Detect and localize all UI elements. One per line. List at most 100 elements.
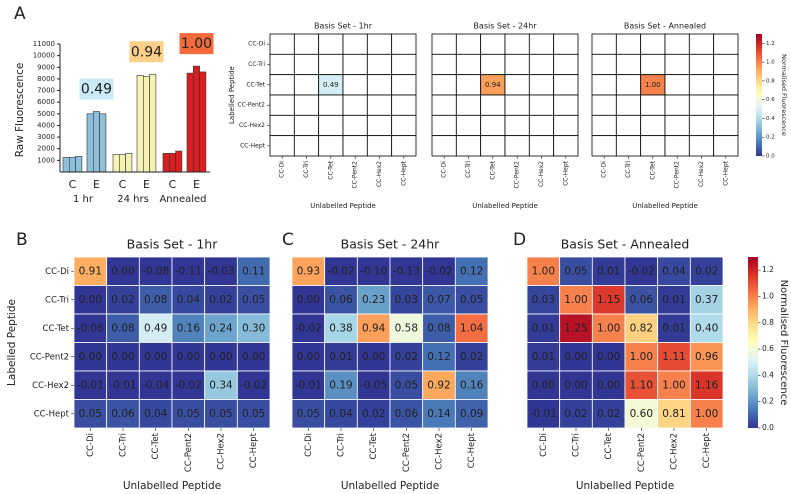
cell-label: 0.05 [460,294,483,306]
cell-label: 0.00 [532,379,555,391]
x-tick-label: CC-Hex2 [538,161,545,187]
x-tick-label: CC-Hept [722,160,729,186]
heatmap-cell [713,74,739,96]
heatmap-cell [591,94,617,116]
heatmap-cell [342,74,368,96]
heatmap-cell [455,94,482,116]
y-tick-label: 3000 [37,133,55,141]
colorbar-title: Normalised Fluorescence [778,280,789,406]
x-tick-label: CC-Tri [465,161,472,178]
heatmap-cell [293,53,320,76]
heatmap-cell [106,370,140,400]
x-tick-label: CC-Hex2 [376,161,383,187]
cell-label: 0.01 [597,265,620,277]
heatmap-cell [591,285,626,315]
heatmap-cell [713,135,739,157]
bar [99,113,107,173]
bar [62,157,70,173]
heatmap-cell [293,33,320,55]
bar [149,73,157,173]
heatmap-cell [664,74,690,96]
heatmap-cell [615,53,642,76]
x-tick-label: CC-Tri [119,433,129,457]
heatmap-cell [318,114,344,137]
cell-label: 0.01 [329,351,352,363]
cell-label: 1.00 [662,379,685,391]
cell-label: 0.06 [395,408,419,420]
heatmap-cell [236,370,271,400]
cell-label: -0.11 [175,265,202,277]
heatmap-cell [640,94,666,116]
heatmap-cell [269,53,295,76]
heatmap-cell [454,256,489,286]
y-tick-label: CC-Pent2 [237,102,265,109]
bar [136,75,144,173]
cell-label: 1.10 [630,379,653,391]
heatmap-cell [455,53,482,76]
heatmap-cell [615,94,642,116]
x-tick-label: CC-Tri [572,433,582,457]
heatmap-cell [528,53,555,76]
heatmap-cell [73,256,108,286]
cell-label: 0.00 [597,379,620,391]
cell-label: 0.30 [242,322,265,334]
cell-label: 0.08 [144,294,167,306]
panel-letter: D [513,230,526,250]
x-tick-label: C [119,178,127,191]
colorbar-tick-label: 1.2 [762,265,774,274]
heatmap-cell [269,135,295,157]
heatmap-cell [454,285,489,315]
heatmap-cell [455,114,482,137]
cell-label: -0.01 [109,379,136,391]
heatmap-cell [526,370,561,400]
colorbar-tick-label: 0.6 [762,344,774,353]
x-tick-label: CC-Pent2 [637,433,647,472]
heatmap-cell [293,94,320,116]
heatmap-cell [236,342,271,372]
cell-label: 0.03 [395,294,418,306]
heatmap-cell [553,135,579,157]
colorbar-tick-label: 0.0 [766,154,775,160]
cell-label: 0.96 [695,351,719,363]
colorbar-tick-label: 0.8 [766,78,775,84]
y-tick-label: 10000 [33,52,55,60]
group-label: 24 hrs [117,194,149,205]
x-tick-label: CC-Di [601,161,608,178]
heatmap-cell [688,94,715,116]
panel-letter: C [282,230,294,250]
cell-label: 0.23 [362,294,385,306]
x-tick-label: CC-Hept [562,160,569,186]
heatmap-cell [324,256,358,286]
cell-label: -0.02 [425,265,452,277]
y-axis-title: Labelled Peptide [228,66,236,124]
heatmap-cell [391,53,417,76]
heatmap-cell [342,33,368,55]
heatmap-cell [713,94,739,116]
y-tick-label: CC-Tet [246,81,265,88]
bar [143,76,150,173]
heatmap-cell [689,399,724,429]
cell-label: 1.00 [645,81,661,89]
cell-label: -0.08 [142,265,169,277]
cell-label: 0.05 [242,408,265,420]
heatmap-cell [106,342,140,372]
bar [69,157,76,173]
heatmap-cell [391,135,417,157]
heatmap-cell [640,53,666,76]
heatmap-cell [553,33,579,55]
heatmap-cell [269,33,295,55]
cell-label: 1.16 [695,379,719,391]
heatmap-cell [236,399,271,429]
cell-label: 1.15 [597,294,620,306]
annotation: 1.00 [181,36,212,52]
x-tick-label: E [193,178,200,191]
heatmap-cell [431,135,457,157]
annotation: 0.49 [81,81,112,97]
cell-label: 0.08 [111,322,134,334]
bar [162,153,170,173]
x-tick-label: C [169,178,177,191]
cell-label: 0.03 [532,294,555,306]
heatmap-cell [389,342,424,372]
annotation-box [79,78,114,100]
y-tick-label: CC-Hept [34,409,70,419]
